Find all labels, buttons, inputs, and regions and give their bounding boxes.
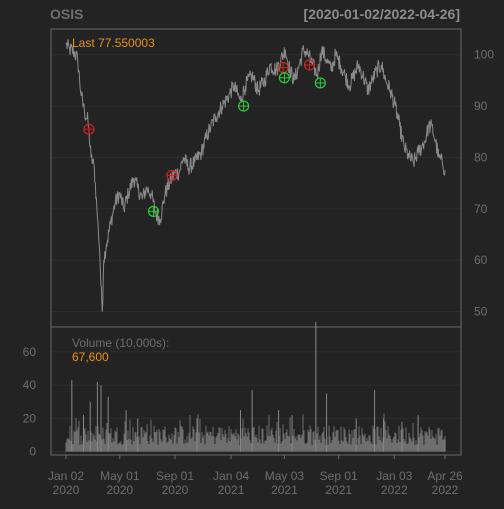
x-tick-label-year: 2021 <box>271 483 298 497</box>
price-y-tick-label: 90 <box>474 99 488 113</box>
volume-y-axis: 0 20 40 60 <box>23 345 37 459</box>
trade-markers <box>83 59 326 217</box>
buy-signal-marker <box>238 100 250 112</box>
x-tick-label-month: May 01 <box>100 469 140 483</box>
buy-signal-marker <box>314 77 326 89</box>
sell-signal-marker <box>303 59 316 71</box>
x-tick-label-year: 2020 <box>53 483 80 497</box>
x-tick-label-month: Sep 01 <box>320 469 358 483</box>
buy-signal-marker <box>278 72 291 84</box>
x-tick-label-month: Apr 26 <box>427 469 463 483</box>
volume-y-tick-label: 20 <box>23 411 37 425</box>
volume-panel-border <box>50 326 462 456</box>
x-tick-label-year: 2020 <box>106 483 133 497</box>
sell-signal-marker <box>83 123 95 135</box>
x-tick-label-year: 2022 <box>432 483 459 497</box>
last-price-label: Last 77.550003 <box>72 36 155 50</box>
price-y-tick-label: 50 <box>474 305 488 319</box>
volume-y-tick-label: 60 <box>23 345 37 359</box>
volume-y-tick-label: 40 <box>23 378 37 392</box>
x-tick-label-month: Jan 02 <box>48 469 84 483</box>
x-tick-label-month: Jan 04 <box>213 469 249 483</box>
price-y-tick-label: 100 <box>474 48 494 62</box>
price-y-tick-label: 60 <box>474 253 488 267</box>
sell-signal-marker <box>166 169 178 182</box>
price-y-axis: 50 60 70 80 90 100 <box>474 48 494 319</box>
x-tick-label-month: Jan 03 <box>376 469 412 483</box>
volume-label: Volume (10,000s): <box>72 336 169 350</box>
x-tick-label-month: Sep 01 <box>156 469 194 483</box>
price-panel-grid <box>51 54 461 313</box>
x-tick-label-year: 2022 <box>381 483 408 497</box>
buy-signal-marker <box>147 205 160 217</box>
x-tick-label-month: May 03 <box>265 469 305 483</box>
chart-symbol-title: OSIS <box>50 6 83 22</box>
x-tick-label-year: 2021 <box>325 483 352 497</box>
volume-y-tick-label: 0 <box>29 445 36 459</box>
price-series-line <box>65 39 446 312</box>
x-tick-label-year: 2021 <box>218 483 245 497</box>
price-y-tick-label: 80 <box>474 150 488 164</box>
sell-signal-marker <box>277 61 289 74</box>
volume-bars <box>65 322 446 452</box>
volume-last-value: 67,600 <box>72 350 109 364</box>
chart-date-range: [2020-01-02/2022-04-26] <box>304 6 460 22</box>
x-tick-label-year: 2020 <box>162 483 189 497</box>
price-y-tick-label: 70 <box>474 202 488 216</box>
